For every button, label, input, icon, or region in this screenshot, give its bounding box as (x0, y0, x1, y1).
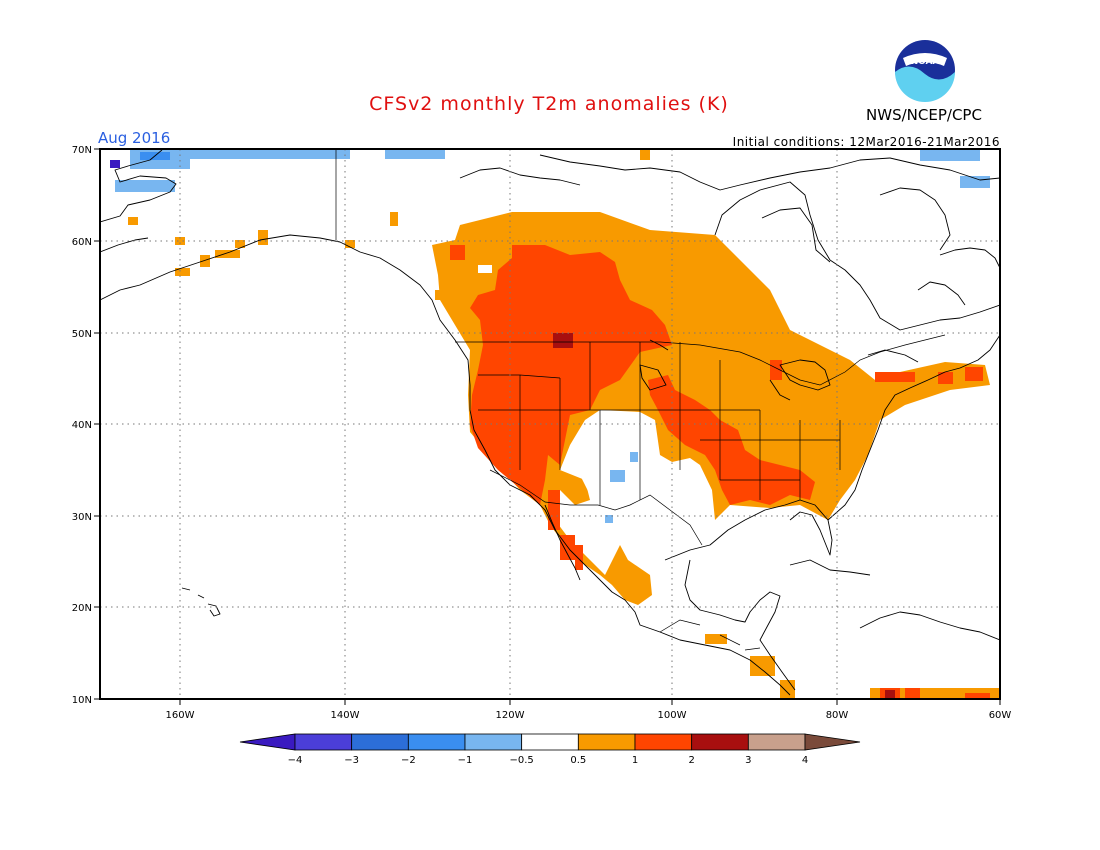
valid-month-label: Aug 2016 (98, 129, 170, 147)
initial-conditions-label: Initial conditions: 12Mar2016-21Mar2016 (733, 135, 1000, 149)
lon-label: 120W (496, 710, 525, 721)
lon-label: 100W (658, 710, 687, 721)
colorbar-label: 2 (688, 755, 694, 766)
colorbar-swatch (577, 733, 636, 751)
lat-label: 40N (72, 420, 92, 431)
colorbar-swatch (634, 733, 693, 751)
colorbar-label: 0.5 (570, 755, 586, 766)
colorbar-label: −3 (344, 755, 359, 766)
colorbar-label: 3 (745, 755, 751, 766)
longitude-labels: 160W 140W 120W 100W 80W 60W (166, 710, 1012, 721)
lat-label: 10N (72, 695, 92, 706)
colorbar-label: 4 (802, 755, 808, 766)
colorbar-swatch (351, 733, 409, 751)
colorbar-label: −4 (288, 755, 303, 766)
map-area (100, 149, 1000, 699)
lat-label: 20N (72, 603, 92, 614)
lat-lon-grid (100, 149, 1000, 699)
colorbar-label: −0.5 (510, 755, 534, 766)
lon-label: 60W (989, 710, 1012, 721)
latitude-labels: 70N 60N 50N 40N 30N 20N 10N (72, 145, 92, 706)
colorbar-label: −1 (458, 755, 473, 766)
noaa-logo: NOAA (895, 40, 955, 102)
colorbar-swatch (294, 733, 353, 751)
lat-label: 30N (72, 512, 92, 523)
colorbar: −4 −3 −2 −1 −0.5 0.5 1 2 3 4 (239, 733, 861, 766)
axis-ticks (94, 148, 1001, 705)
lon-label: 140W (331, 710, 360, 721)
colorbar-swatch (407, 733, 466, 751)
lat-label: 70N (72, 145, 92, 156)
lat-label: 50N (72, 329, 92, 340)
coastlines (100, 149, 1000, 696)
colorbar-swatch (691, 733, 749, 751)
colorbar-label: −2 (401, 755, 416, 766)
colorbar-arrow-low (239, 733, 296, 751)
lon-label: 80W (826, 710, 849, 721)
colorbar-swatch (747, 733, 806, 751)
warm-anomaly-region-2-3 (553, 333, 573, 348)
noaa-logo-text: NOAA (911, 57, 940, 67)
colorbar-label: 1 (632, 755, 638, 766)
colorbar-swatch (521, 733, 579, 751)
colorbar-arrow-high (804, 733, 861, 751)
lat-label: 60N (72, 237, 92, 248)
colorbar-swatch (464, 733, 523, 751)
lon-label: 160W (166, 710, 195, 721)
map-title: CFSv2 monthly T2m anomalies (K) (369, 93, 729, 115)
neutral-anomaly-regions (478, 265, 715, 560)
political-borders (335, 149, 946, 651)
agency-label: NWS/NCEP/CPC (866, 106, 982, 124)
